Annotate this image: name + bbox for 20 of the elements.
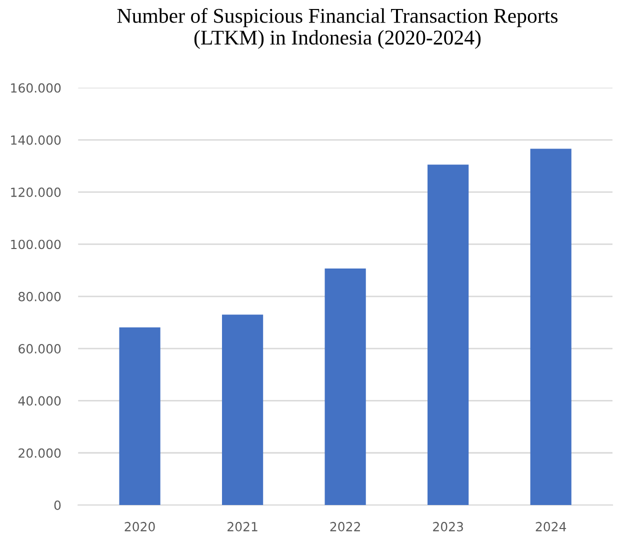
y-tick-label: 60.000	[18, 344, 61, 354]
x-tick-label: 2024	[536, 522, 566, 532]
bar	[530, 148, 572, 506]
y-tick-label: 100.000	[11, 240, 61, 250]
bar	[119, 327, 160, 506]
y-tick-label: 160.000	[11, 83, 61, 93]
x-tick-label: 2022	[330, 522, 360, 532]
y-tick-label: 0	[54, 500, 61, 510]
y-tick-label: 140.000	[11, 135, 61, 145]
bar	[428, 164, 469, 506]
chart-title: Number of Suspicious Financial Transaction Reports (LTKM) in Indonesia (2020-2024)	[117, 8, 558, 49]
x-tick-label: 2020	[124, 522, 155, 532]
y-tick-label: 40.000	[18, 396, 61, 406]
bar	[222, 314, 264, 506]
bar	[324, 268, 366, 506]
y-tick-label: 80.000	[18, 292, 61, 302]
y-tick-label: 120.000	[11, 188, 61, 197]
y-tick-label: 20.000	[18, 448, 61, 458]
x-tick-label: 2023	[433, 522, 463, 532]
x-tick-label: 2021	[228, 522, 258, 532]
